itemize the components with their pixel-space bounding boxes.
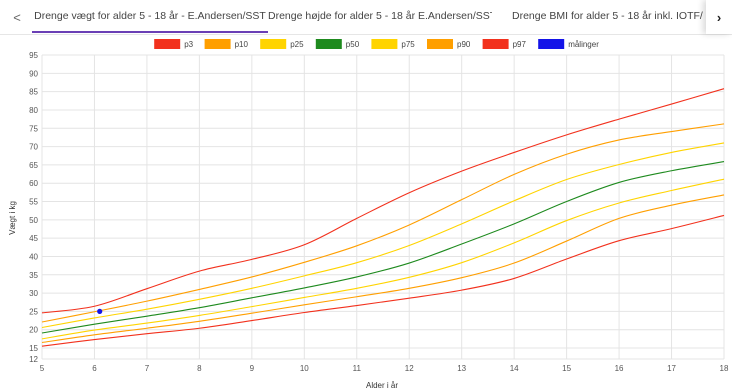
x-tick-label: 10	[300, 364, 309, 373]
x-tick-label: 6	[92, 364, 97, 373]
y-axis-ticks: 12 15 20 25 30 35 40 45 50 55 60 65 70 75 80 85 90 95	[29, 51, 38, 364]
legend-swatch	[371, 39, 398, 49]
legend-label: p97	[513, 40, 527, 49]
legend-item-p50: p50	[315, 39, 360, 49]
legend-item-p90: p90	[427, 39, 471, 49]
chevron-right-icon[interactable]: ›	[706, 0, 732, 34]
legend-label: p25	[290, 40, 304, 49]
y-tick-label: 65	[29, 161, 38, 170]
tab-drenge-bmi[interactable]: Drenge BMI for alder 5 - 18 år inkl. IOT…	[512, 10, 712, 22]
x-tick-label: 5	[40, 364, 45, 373]
legend-swatch	[538, 39, 565, 49]
y-tick-label: 40	[29, 252, 38, 261]
legend-item-p97: p97	[482, 39, 527, 49]
legend-item-p10: p10	[204, 39, 249, 49]
x-axis-ticks: 5 6 7 8 9 10 11 12 13 14 15 16 17 18	[40, 364, 729, 373]
x-tick-label: 15	[562, 364, 571, 373]
y-tick-label: 15	[29, 344, 38, 353]
y-axis-label: Vægt i kg	[8, 201, 17, 235]
y-tick-label: 50	[29, 216, 38, 225]
legend-item-p75: p75	[371, 39, 415, 49]
legend-swatch	[260, 39, 287, 49]
y-tick-label: 70	[29, 143, 38, 152]
y-tick-label: 60	[29, 179, 38, 188]
y-tick-label: 95	[29, 51, 38, 60]
y-tick-label: 45	[29, 234, 38, 243]
legend-label: målinger	[568, 40, 599, 49]
series-line-p3	[41, 214, 725, 347]
y-tick-label: 25	[29, 307, 38, 316]
legend-swatch	[154, 39, 181, 49]
y-tick-label: 75	[29, 124, 38, 133]
legend-swatch	[315, 39, 342, 49]
x-tick-label: 7	[145, 364, 150, 373]
chart-points	[97, 308, 103, 314]
legend-label: p75	[401, 40, 415, 49]
chart-legend: p3 p10 p25 p50 p75 p90 p97 målinger	[154, 39, 599, 49]
legend-item-p3: p3	[154, 39, 194, 49]
x-tick-label: 12	[405, 364, 414, 373]
legend-label: p10	[235, 40, 249, 49]
chart-tab-bar: < Drenge vægt for alder 5 - 18 år - E.An…	[0, 0, 732, 35]
legend-label: p90	[457, 40, 471, 49]
y-tick-label: 55	[29, 198, 38, 207]
legend-label: p3	[184, 40, 193, 49]
x-tick-label: 18	[720, 364, 729, 373]
legend-swatch	[482, 39, 509, 49]
legend-label: p50	[346, 40, 360, 49]
x-tick-label: 13	[457, 364, 466, 373]
x-tick-label: 11	[353, 364, 362, 373]
x-tick-label: 9	[250, 364, 255, 373]
legend-swatch	[204, 39, 231, 49]
series-line-p75	[41, 142, 725, 329]
x-tick-label: 16	[615, 364, 624, 373]
legend-item-p25: p25	[260, 39, 304, 49]
series-line-p50	[41, 161, 725, 334]
y-tick-label: 12	[29, 355, 38, 364]
x-tick-label: 8	[197, 364, 202, 373]
series-line-p90	[41, 123, 725, 323]
y-tick-label: 85	[29, 88, 38, 97]
series-line-p97	[41, 88, 725, 314]
x-axis-label: Alder i år	[366, 381, 398, 390]
x-tick-label: 17	[667, 364, 676, 373]
chevron-left-icon[interactable]: <	[13, 9, 21, 25]
legend-item-målinger: målinger	[538, 39, 599, 49]
y-tick-label: 90	[29, 69, 38, 78]
y-tick-label: 30	[29, 289, 38, 298]
legend-swatch	[427, 39, 453, 49]
tab-drenge-hoejde[interactable]: Drenge højde for alder 5 - 18 år E.Ander…	[268, 10, 492, 22]
chart-series-lines	[41, 88, 725, 347]
y-tick-label: 80	[29, 106, 38, 115]
y-tick-label: 20	[29, 326, 38, 335]
series-line-p25	[41, 178, 725, 340]
chart-grid	[41, 54, 725, 360]
measurement-point	[97, 308, 103, 314]
x-tick-label: 14	[510, 364, 519, 373]
series-line-p10	[41, 194, 725, 344]
y-tick-label: 35	[29, 271, 38, 280]
tab-drenge-vaegt[interactable]: Drenge vægt for alder 5 - 18 år - E.Ande…	[32, 0, 268, 33]
